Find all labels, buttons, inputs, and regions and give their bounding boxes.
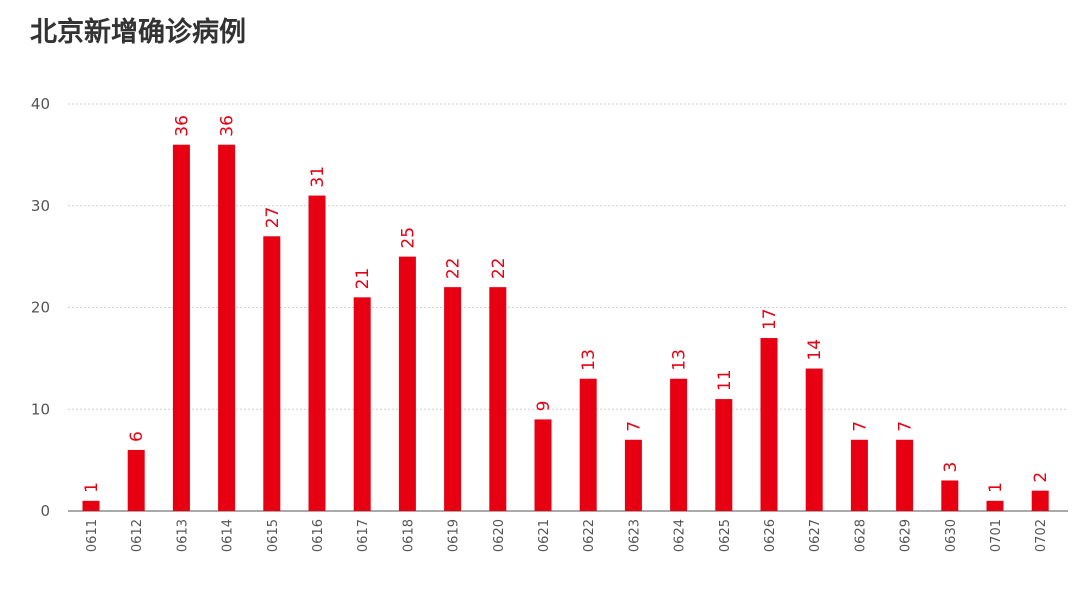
bar-0614 — [218, 144, 236, 511]
bar-value-label-0611: 1 — [82, 482, 102, 493]
y-tick-label-20: 20 — [31, 299, 50, 317]
bar-value-label-0630: 3 — [941, 462, 961, 473]
x-tick-label-0612: 0612 — [130, 519, 145, 552]
bar-value-label-0617: 21 — [353, 268, 373, 290]
x-tick-label-0616: 0616 — [311, 519, 326, 552]
bar-0622 — [579, 378, 597, 511]
x-tick-label-0702: 0702 — [1034, 519, 1049, 552]
x-tick-label-0618: 0618 — [401, 519, 416, 552]
bar-value-label-0618: 25 — [398, 227, 418, 249]
bar-0629 — [896, 439, 914, 511]
bar-value-label-0623: 7 — [624, 421, 644, 432]
x-tick-label-0624: 0624 — [673, 519, 688, 552]
bar-value-label-0619: 22 — [444, 258, 464, 280]
x-tick-label-0630: 0630 — [944, 519, 959, 552]
x-tick-label-0622: 0622 — [582, 519, 597, 552]
bar-value-label-0614: 36 — [218, 115, 238, 137]
bars — [82, 144, 1049, 511]
bar-value-label-0702: 2 — [1031, 472, 1051, 483]
x-tick-label-0628: 0628 — [853, 519, 868, 552]
bar-0618 — [398, 256, 416, 511]
x-tick-label-0621: 0621 — [537, 519, 552, 552]
bar-0619 — [444, 287, 462, 511]
bar-value-label-0701: 1 — [986, 482, 1006, 493]
bar-0623 — [624, 439, 642, 511]
bar-0613 — [172, 144, 190, 511]
bar-value-label-0616: 31 — [308, 166, 328, 188]
bar-0628 — [850, 439, 868, 511]
x-tick-label-0701: 0701 — [989, 519, 1004, 552]
bar-0617 — [353, 297, 371, 511]
bar-0624 — [670, 378, 688, 511]
bar-0612 — [127, 449, 145, 511]
bar-value-label-0625: 11 — [715, 369, 735, 391]
chart-title: 北京新增确诊病例 — [30, 17, 246, 48]
bar-value-label-0629: 7 — [896, 421, 916, 432]
x-tick-label-0619: 0619 — [447, 519, 462, 552]
bar-0621 — [534, 419, 552, 511]
x-tick-label-0611: 0611 — [85, 519, 100, 552]
x-axis-ticks: 0611 0612 0613 0614 0615 0616 0617 0618 0619 0620… — [85, 519, 1049, 552]
x-tick-label-0625: 0625 — [718, 519, 733, 552]
x-tick-label-0629: 0629 — [899, 519, 914, 552]
bar-value-label-0615: 27 — [263, 207, 283, 229]
bar-value-label-0620: 22 — [489, 258, 509, 280]
y-tick-label-0: 0 — [40, 502, 50, 520]
bar-value-label-0626: 17 — [760, 308, 780, 330]
bar-value-label-0612: 6 — [127, 431, 147, 442]
x-tick-label-0617: 0617 — [356, 519, 371, 552]
bar-0616 — [308, 195, 326, 511]
x-tick-label-0620: 0620 — [492, 519, 507, 552]
x-tick-label-0615: 0615 — [266, 519, 281, 552]
bar-value-label-0628: 7 — [850, 421, 870, 432]
x-tick-label-0614: 0614 — [221, 519, 236, 552]
x-tick-label-0627: 0627 — [808, 519, 823, 552]
bar-value-label-0622: 13 — [579, 349, 599, 371]
y-tick-label-40: 40 — [31, 95, 50, 113]
bar-0615 — [263, 236, 281, 511]
x-tick-label-0623: 0623 — [627, 519, 642, 552]
bar-value-label-0627: 14 — [805, 339, 825, 361]
y-tick-label-10: 10 — [31, 400, 50, 418]
bar-0620 — [489, 287, 507, 511]
bar-0627 — [805, 368, 823, 511]
x-tick-label-0613: 0613 — [175, 519, 190, 552]
y-tick-label-30: 30 — [31, 197, 50, 215]
y-axis-ticks: 0 10 20 30 40 — [31, 95, 50, 520]
bar-0701 — [986, 500, 1004, 511]
bar-0626 — [760, 338, 778, 511]
x-tick-label-0626: 0626 — [763, 519, 778, 552]
bar-value-label-0621: 9 — [534, 401, 554, 412]
bar-0611 — [82, 500, 100, 511]
bar-0625 — [715, 399, 733, 511]
bar-0630 — [941, 480, 959, 511]
bar-0702 — [1031, 490, 1049, 511]
bar-value-label-0613: 36 — [172, 115, 192, 137]
grid-lines — [68, 103, 1068, 512]
bar-value-label-0624: 13 — [670, 349, 690, 371]
